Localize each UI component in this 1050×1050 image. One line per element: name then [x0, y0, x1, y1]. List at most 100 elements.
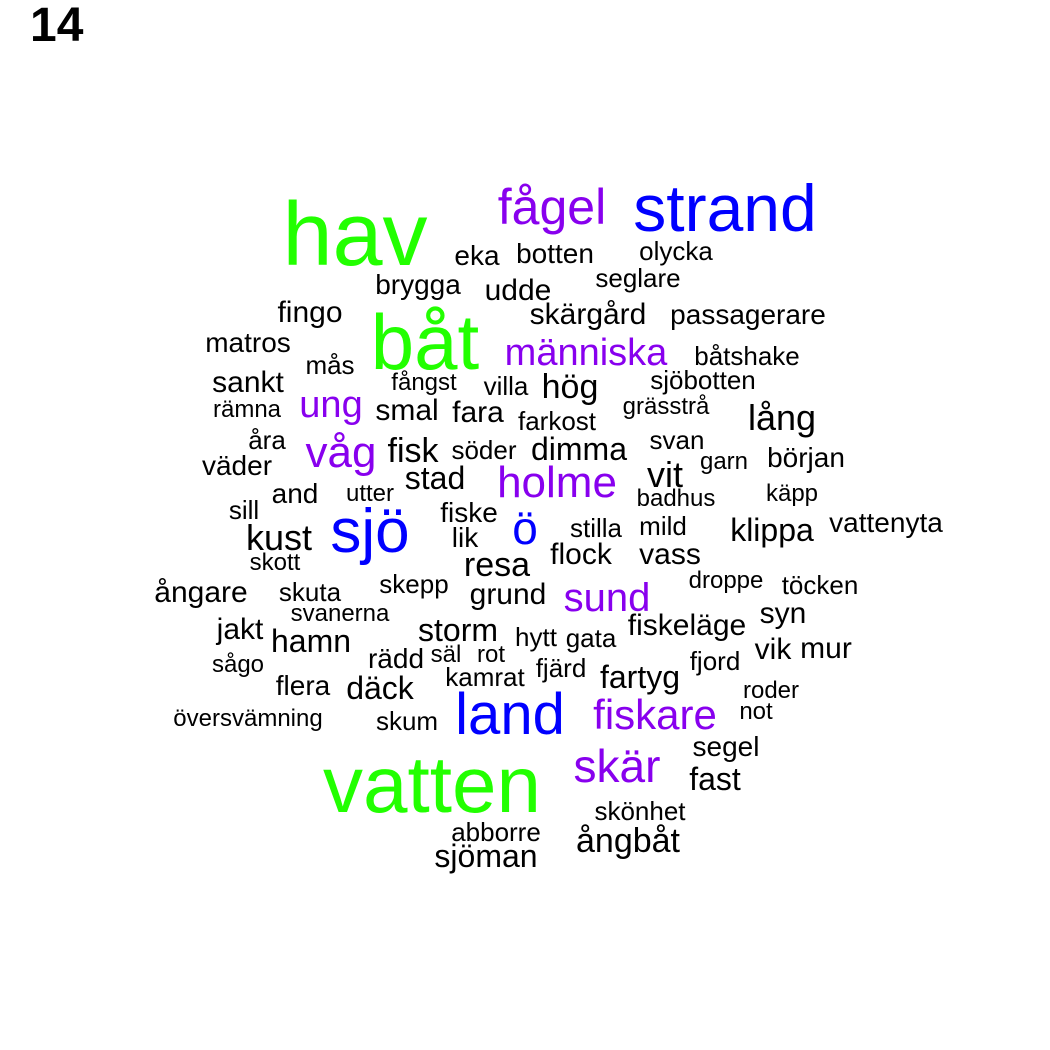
word-skargard: skärgård	[529, 298, 647, 331]
word-jakt: jakt	[216, 613, 264, 646]
word-kapp: käpp	[765, 480, 819, 507]
word-rot: rot	[476, 641, 506, 668]
word-roder: roder	[742, 677, 800, 704]
word-vatten: vatten	[323, 740, 541, 829]
word-borjan: början	[767, 442, 845, 473]
word-sjoman: sjöman	[434, 838, 538, 874]
word-hav: hav	[282, 185, 428, 285]
word-skum: skum	[375, 706, 439, 736]
word-fagel: fågel	[497, 179, 607, 235]
word-matros: matros	[205, 327, 291, 358]
word-angbat: ångbåt	[576, 822, 680, 860]
word-olycka: olycka	[639, 236, 713, 266]
word-brygga: brygga	[375, 269, 461, 300]
word-lang: lång	[747, 397, 817, 438]
word-badhus: badhus	[636, 485, 716, 512]
word-udde: udde	[484, 274, 552, 307]
word-skar: skär	[573, 740, 661, 792]
word-gata: gata	[565, 623, 617, 653]
word-grasstra: grässtrå	[622, 393, 710, 420]
word-villa: villa	[483, 371, 529, 401]
word-storm: storm	[418, 612, 498, 648]
word-and: and	[271, 478, 319, 509]
word-sjo: sjö	[330, 497, 410, 566]
word-ung: ung	[299, 384, 363, 426]
word-manniska: människa	[504, 332, 668, 374]
word-droppe: droppe	[688, 567, 764, 594]
word-hog: hög	[541, 368, 599, 406]
word-o: ö	[512, 502, 538, 554]
word-stad: stad	[404, 460, 466, 496]
word-fara: fara	[452, 396, 504, 429]
word-garn: garn	[699, 448, 749, 475]
word-fast: fast	[689, 761, 741, 797]
word-fartyg: fartyg	[599, 659, 681, 695]
word-vass: vass	[639, 538, 701, 571]
word-utter: utter	[345, 480, 395, 507]
word-flock: flock	[550, 538, 612, 571]
word-passagerare: passagerare	[670, 299, 826, 330]
word-holme: holme	[497, 458, 617, 507]
word-vag: våg	[305, 428, 377, 477]
word-mur: mur	[800, 632, 852, 665]
word-fangst: fångst	[391, 369, 457, 396]
word-sjobotten: sjöbotten	[650, 365, 756, 395]
word-mild: mild	[639, 511, 687, 541]
word-not: not	[739, 698, 773, 725]
word-sago: sågo	[211, 651, 265, 678]
word-vader: väder	[201, 450, 273, 481]
word-klippa: klippa	[730, 512, 814, 548]
word-sal: säl	[430, 641, 462, 668]
word-vattenyta: vattenyta	[829, 507, 943, 538]
word-ramna: rämna	[212, 396, 282, 423]
word-land: land	[455, 682, 565, 747]
word-sund: sund	[563, 576, 651, 620]
word-lik: lik	[451, 522, 479, 553]
word-farkost: farkost	[517, 406, 597, 436]
word-vik: vik	[754, 633, 792, 666]
word-eka: eka	[454, 240, 500, 271]
word-smal: smal	[375, 394, 439, 427]
word-bat: båt	[370, 298, 480, 386]
word-soder: söder	[451, 435, 517, 465]
word-hytt: hytt	[515, 622, 557, 652]
word-svanerna: svanerna	[290, 600, 390, 627]
word-syn: syn	[759, 597, 807, 630]
word-ara: åra	[248, 425, 286, 455]
word-batshake: båtshake	[694, 341, 800, 371]
word-fiskelage: fiskeläge	[627, 609, 747, 642]
word-segel: segel	[692, 731, 760, 762]
word-angare: ångare	[154, 576, 248, 609]
word-fjard: fjärd	[535, 653, 587, 683]
word-mas: mås	[305, 350, 355, 380]
word-strand: strand	[633, 171, 817, 245]
word-svan: svan	[649, 425, 705, 455]
word-abborre: abborre	[451, 817, 541, 847]
word-oversvamning: översvämning	[173, 705, 323, 732]
word-radd: rädd	[367, 643, 425, 674]
word-fisk: fisk	[387, 432, 439, 470]
word-grund: grund	[469, 578, 547, 611]
word-dimma: dimma	[530, 431, 628, 467]
word-dack: däck	[346, 670, 414, 706]
word-fiske: fiske	[440, 497, 498, 528]
word-stilla: stilla	[569, 513, 623, 543]
word-seglare: seglare	[595, 263, 681, 293]
word-skuta: skuta	[278, 577, 342, 607]
word-kust: kust	[245, 517, 313, 558]
word-fingo: fingo	[277, 296, 343, 329]
word-sill: sill	[228, 495, 260, 525]
word-botten: botten	[516, 238, 594, 269]
word-vit: vit	[647, 454, 683, 495]
word-resa: resa	[463, 546, 531, 584]
word-fiskare: fiskare	[593, 691, 717, 738]
word-kamrat: kamrat	[445, 662, 525, 692]
word-flera: flera	[275, 670, 331, 701]
word-skonhet: skönhet	[594, 796, 686, 826]
word-tocken: töcken	[781, 570, 859, 600]
word-skepp: skepp	[379, 569, 449, 599]
panel-label: 14	[30, 0, 84, 52]
word-fjord: fjord	[689, 646, 741, 676]
word-skott: skott	[249, 549, 301, 576]
